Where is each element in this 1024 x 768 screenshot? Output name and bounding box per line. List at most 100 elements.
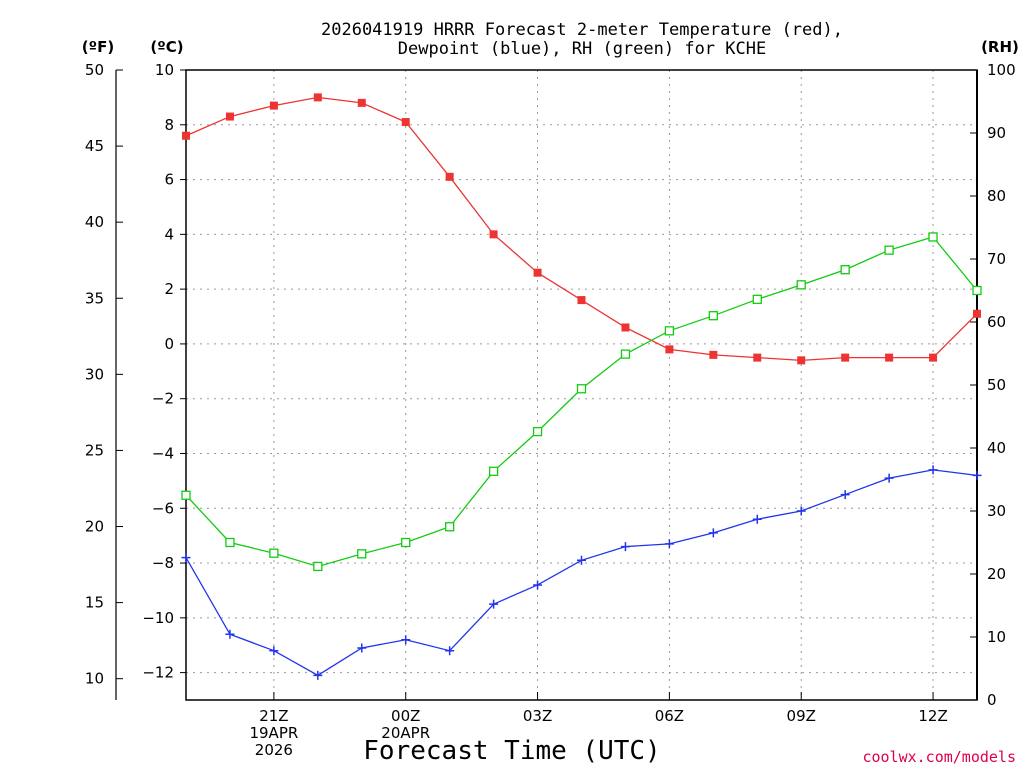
temperature-point — [841, 353, 850, 362]
celsius-tick-label: 0 — [164, 335, 174, 353]
temperature-point — [489, 230, 498, 239]
rh-tick-label: 60 — [987, 313, 1006, 331]
temperature-point — [797, 356, 806, 365]
relative-humidity-point — [884, 245, 894, 255]
temperature-line — [185, 96, 978, 361]
rh-unit-label: (RH) — [981, 38, 1019, 56]
celsius-tick-label: 10 — [155, 61, 174, 79]
dewpoint-point — [313, 670, 323, 680]
x-tick-label: 21Z — [259, 707, 288, 725]
x-tick-label: 06Z — [655, 707, 684, 725]
dewpoint-point — [840, 490, 850, 500]
fahrenheit-tick-label: 50 — [85, 61, 104, 79]
fahrenheit-unit-label: (ºF) — [82, 38, 114, 56]
chart-title-line-1: 2026041919 HRRR Forecast 2-meter Tempera… — [321, 20, 843, 40]
dewpoint-point — [928, 465, 938, 475]
x-tick-label: 2026 — [255, 741, 293, 759]
fahrenheit-tick-label: 25 — [85, 441, 104, 459]
relative-humidity-point — [445, 522, 455, 532]
temperature-point — [753, 353, 762, 362]
dewpoint-point — [708, 528, 718, 538]
celsius-unit-label: (ºC) — [150, 38, 183, 56]
x-tick-label: 20APR — [381, 724, 430, 742]
fahrenheit-tick-label: 20 — [85, 518, 104, 536]
x-axis-label: Forecast Time (UTC) — [363, 736, 660, 766]
relative-humidity-point — [928, 232, 938, 242]
dewpoint-point — [577, 555, 586, 565]
relative-humidity-point — [972, 285, 982, 296]
dewpoint-point — [884, 473, 894, 483]
x-tick-label: 19APR — [249, 724, 298, 742]
dewpoint-line — [185, 469, 978, 677]
x-tick-label: 09Z — [787, 707, 816, 725]
celsius-tick-label: −10 — [142, 609, 174, 627]
rh-tick-label: 20 — [987, 565, 1006, 583]
fahrenheit-tick-label: 15 — [85, 594, 104, 612]
relative-humidity-point — [313, 561, 323, 572]
dewpoint-point — [357, 643, 367, 653]
rh-tick-label: 50 — [987, 376, 1006, 394]
rh-tick-label: 30 — [987, 502, 1006, 520]
temperature-point — [182, 131, 190, 140]
dewpoint-point — [664, 539, 674, 549]
relative-humidity-point — [708, 311, 718, 321]
dewpoint-point — [752, 514, 762, 524]
dewpoint-point — [620, 542, 630, 552]
temperature-point — [709, 350, 718, 359]
temperature-point — [445, 172, 454, 181]
x-tick-label: 03Z — [523, 707, 552, 725]
temperature-point — [225, 112, 234, 121]
dewpoint-point — [489, 599, 499, 609]
rh-tick-label: 100 — [987, 61, 1016, 79]
celsius-tick-label: −4 — [152, 444, 174, 462]
temperature-point — [577, 296, 586, 305]
temperature-point — [269, 101, 278, 110]
dewpoint-point — [225, 629, 235, 639]
temperature-point — [621, 323, 630, 332]
data-series — [181, 93, 982, 680]
rh-tick-label: 70 — [987, 250, 1006, 268]
relative-humidity-point — [269, 548, 279, 558]
temperature-point — [313, 93, 322, 102]
relative-humidity-line — [185, 236, 978, 568]
x-tick-label: 12Z — [918, 707, 947, 725]
celsius-tick-label: −2 — [152, 390, 174, 408]
celsius-tick-label: 6 — [164, 171, 174, 189]
temperature-point — [665, 345, 674, 354]
celsius-tick-label: −12 — [142, 664, 174, 682]
relative-humidity-point — [225, 537, 235, 548]
rh-tick-label: 10 — [987, 628, 1006, 646]
fahrenheit-tick-label: 10 — [85, 670, 104, 688]
rh-tick-label: 80 — [987, 187, 1006, 205]
dewpoint-point — [445, 646, 455, 656]
celsius-tick-label: 8 — [164, 116, 174, 134]
x-tick-label: 00Z — [391, 707, 420, 725]
relative-humidity-point — [576, 384, 587, 394]
temperature-point — [885, 353, 894, 362]
relative-humidity-point — [357, 549, 367, 559]
relative-humidity-point — [664, 326, 675, 336]
dewpoint-point — [796, 506, 806, 516]
dewpoint-point — [533, 580, 543, 590]
relative-humidity-point — [181, 490, 191, 500]
credit-link[interactable]: coolwx.com/models — [862, 748, 1016, 766]
dewpoint-point — [972, 470, 982, 480]
dewpoint-point — [269, 646, 279, 656]
grid-lines — [186, 69, 977, 700]
temperature-point — [929, 353, 938, 362]
relative-humidity-point — [752, 294, 762, 304]
temperature-point — [533, 268, 542, 277]
rh-tick-label: 0 — [987, 691, 997, 709]
celsius-tick-label: −8 — [152, 554, 174, 572]
celsius-tick-label: 2 — [164, 280, 174, 298]
fahrenheit-tick-label: 35 — [85, 289, 104, 307]
relative-humidity-point — [840, 265, 850, 275]
celsius-tick-label: −6 — [152, 499, 174, 517]
fahrenheit-tick-label: 45 — [85, 137, 104, 155]
temperature-point — [401, 118, 410, 127]
celsius-tick-label: 4 — [164, 225, 174, 243]
relative-humidity-point — [488, 466, 499, 476]
relative-humidity-point — [401, 537, 411, 548]
dewpoint-point — [401, 635, 411, 645]
